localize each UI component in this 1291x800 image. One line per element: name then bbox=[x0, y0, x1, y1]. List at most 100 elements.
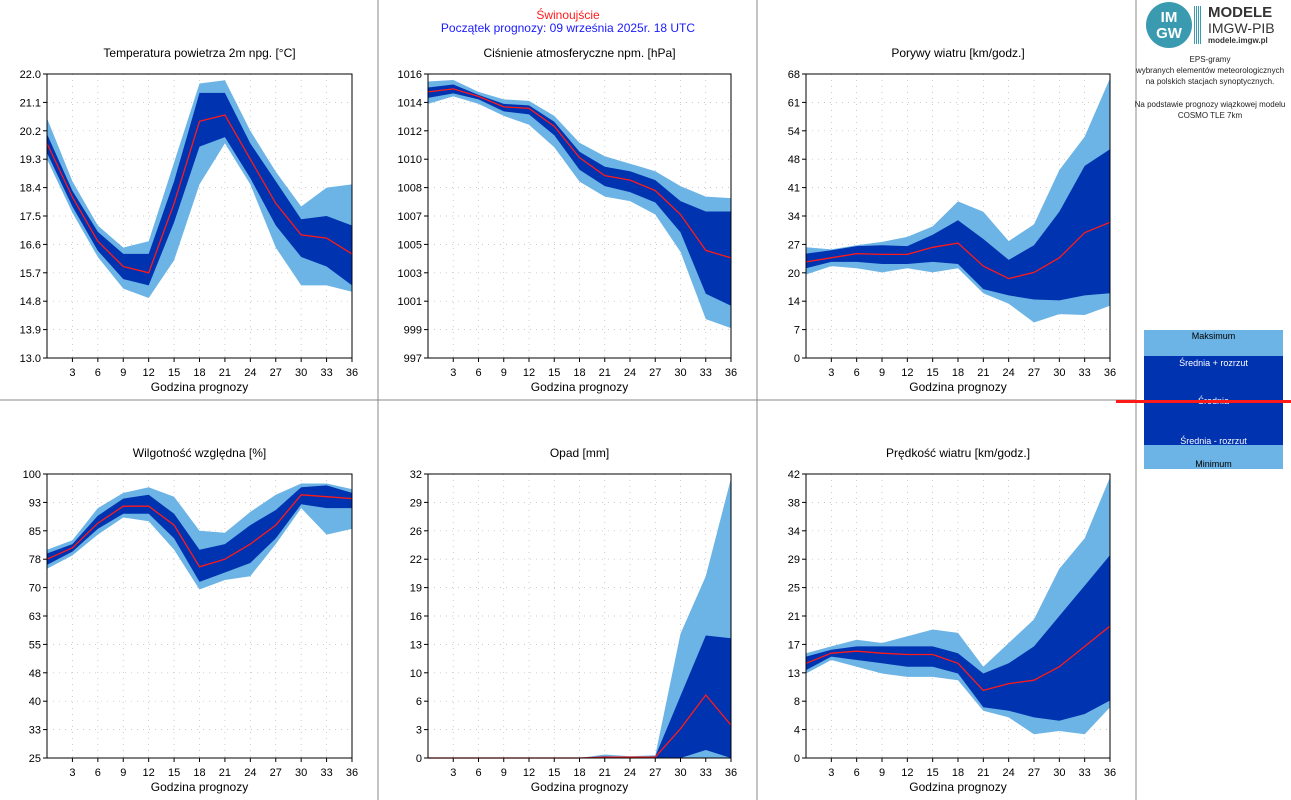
chart5-y-tick-label: 22 bbox=[410, 554, 422, 566]
chart4-x-tick-label: 3 bbox=[69, 767, 75, 779]
chart6-x-tick-label: 15 bbox=[927, 767, 939, 779]
chart6-y-tick-label: 25 bbox=[788, 583, 800, 595]
chart5-y-tick-label: 0 bbox=[416, 753, 422, 765]
chart2-x-tick-label: 24 bbox=[624, 367, 636, 379]
model-basis: Na podstawie prognozy wiązkowej modelu C… bbox=[1134, 100, 1286, 120]
logo-title: MODELE bbox=[1208, 4, 1273, 21]
chart5-y-tick-label: 13 bbox=[410, 639, 422, 651]
chart1-y-tick-label: 14.8 bbox=[20, 296, 41, 308]
chart1-y-tick-label: 21.1 bbox=[20, 97, 41, 109]
chart5-x-tick-label: 30 bbox=[674, 767, 686, 779]
chart1-y-tick-label: 19.3 bbox=[20, 154, 41, 166]
chart4-x-tick-label: 33 bbox=[320, 767, 332, 779]
chart1-x-tick-label: 9 bbox=[120, 367, 126, 379]
chart6-band-spread bbox=[806, 555, 1110, 721]
chart4-y-tick-label: 48 bbox=[29, 668, 41, 680]
chart4-x-axis-label: Godzina prognozy bbox=[151, 780, 248, 794]
chart4-y-tick-label: 93 bbox=[29, 497, 41, 509]
logo-subtitle: IMGW-PIB bbox=[1208, 20, 1275, 36]
chart4-title: Wilgotność względna [%] bbox=[133, 446, 266, 460]
station-name: Świnoujście bbox=[536, 8, 600, 22]
chart2-x-tick-label: 9 bbox=[501, 367, 507, 379]
chart3-y-tick-label: 61 bbox=[788, 97, 800, 109]
chart4-x-tick-label: 30 bbox=[295, 767, 307, 779]
chart4-x-tick-label: 27 bbox=[270, 767, 282, 779]
chart5-band-spread bbox=[428, 635, 731, 758]
chart5-x-tick-label: 27 bbox=[649, 767, 661, 779]
chart1-x-tick-label: 3 bbox=[69, 367, 75, 379]
chart6-y-tick-label: 17 bbox=[788, 639, 800, 651]
chart3-x-axis-label: Godzina prognozy bbox=[909, 380, 1006, 394]
logo-stripes bbox=[1194, 6, 1202, 44]
legend-min: Minimum bbox=[1195, 459, 1232, 469]
chart2-x-tick-label: 30 bbox=[674, 367, 686, 379]
chart5-y-tick-label: 32 bbox=[410, 469, 422, 481]
chart5-y-tick-label: 6 bbox=[416, 696, 422, 708]
chart3-x-tick-label: 6 bbox=[854, 367, 860, 379]
chart2-mean-line bbox=[427, 88, 732, 259]
chart2-y-tick-label: 1014 bbox=[398, 97, 422, 109]
chart2-x-tick-label: 18 bbox=[573, 367, 585, 379]
chart1-x-tick-label: 21 bbox=[219, 367, 231, 379]
chart4-x-tick-label: 9 bbox=[120, 767, 126, 779]
chart4-y-tick-label: 100 bbox=[23, 469, 41, 481]
chart2-x-tick-label: 3 bbox=[450, 367, 456, 379]
imgw-logo[interactable]: IM GW MODELE IMGW-PIB modele.imgw.pl bbox=[1146, 2, 1286, 48]
chart4-x-tick-label: 18 bbox=[193, 767, 205, 779]
chart5-y-tick-label: 16 bbox=[410, 611, 422, 623]
legend: Maksimum Średnia + rozrzut Średnia Średn… bbox=[1144, 330, 1283, 469]
chart2-y-tick-label: 1012 bbox=[398, 126, 422, 138]
legend-mean-line bbox=[1116, 400, 1291, 403]
chart1-x-tick-label: 30 bbox=[295, 367, 307, 379]
chart1-band-spread bbox=[47, 92, 352, 286]
chart1-band-min-max bbox=[47, 80, 352, 298]
chart6-x-tick-label: 9 bbox=[879, 767, 885, 779]
chart3-x-tick-label: 3 bbox=[828, 367, 834, 379]
chart6-x-tick-label: 30 bbox=[1053, 767, 1065, 779]
chart4-x-tick-label: 21 bbox=[219, 767, 231, 779]
chart5-x-tick-label: 3 bbox=[450, 767, 456, 779]
chart4-y-tick-label: 40 bbox=[29, 696, 41, 708]
chart5-y-tick-label: 29 bbox=[410, 497, 422, 509]
chart2-y-tick-label: 1003 bbox=[398, 268, 422, 280]
chart1-mean-line bbox=[46, 114, 353, 274]
chart6-y-tick-label: 4 bbox=[794, 725, 800, 737]
chart2-y-tick-label: 1016 bbox=[398, 69, 422, 81]
chart3-y-tick-label: 27 bbox=[788, 239, 800, 251]
chart3-y-tick-label: 7 bbox=[794, 325, 800, 337]
chart2-x-tick-label: 21 bbox=[599, 367, 611, 379]
chart1-y-tick-label: 13.9 bbox=[20, 325, 41, 337]
chart6-y-tick-label: 34 bbox=[788, 526, 800, 538]
chart6-mean-line bbox=[805, 625, 1111, 692]
chart4-y-tick-label: 25 bbox=[29, 753, 41, 765]
chart3-y-tick-label: 0 bbox=[794, 353, 800, 365]
eps-description: EPS-gramy wybranych elementów meteorolog… bbox=[1135, 55, 1285, 86]
chart3-x-tick-label: 9 bbox=[879, 367, 885, 379]
chart2-y-tick-label: 1005 bbox=[398, 239, 422, 251]
chart4-x-tick-label: 6 bbox=[95, 767, 101, 779]
chart2-y-tick-label: 1007 bbox=[398, 211, 422, 223]
chart5-title: Opad [mm] bbox=[550, 446, 609, 460]
chart4-y-tick-label: 85 bbox=[29, 526, 41, 538]
chart2-x-tick-label: 27 bbox=[649, 367, 661, 379]
chart3-x-tick-label: 15 bbox=[927, 367, 939, 379]
chart3-x-tick-label: 33 bbox=[1079, 367, 1091, 379]
chart6-x-tick-label: 24 bbox=[1003, 767, 1015, 779]
chart1-y-tick-label: 16.6 bbox=[20, 239, 41, 251]
chart5-y-tick-label: 19 bbox=[410, 583, 422, 595]
chart2-x-tick-label: 36 bbox=[725, 367, 737, 379]
chart4-x-tick-label: 15 bbox=[168, 767, 180, 779]
chart3-y-tick-label: 20 bbox=[788, 268, 800, 280]
chart3-x-tick-label: 36 bbox=[1104, 367, 1116, 379]
legend-mean-minus: Średnia - rozrzut bbox=[1180, 436, 1247, 446]
chart6-x-tick-label: 6 bbox=[854, 767, 860, 779]
chart4-y-tick-label: 55 bbox=[29, 639, 41, 651]
chart5-x-tick-label: 6 bbox=[475, 767, 481, 779]
chart2-x-tick-label: 33 bbox=[700, 367, 712, 379]
chart1-x-tick-label: 36 bbox=[346, 367, 358, 379]
chart2-x-axis-label: Godzina prognozy bbox=[531, 380, 628, 394]
imgw-logo-icon: IM GW bbox=[1146, 2, 1192, 48]
chart6-x-tick-label: 27 bbox=[1028, 767, 1040, 779]
chart1-y-tick-label: 15.7 bbox=[20, 268, 41, 280]
chart6-x-tick-label: 33 bbox=[1079, 767, 1091, 779]
